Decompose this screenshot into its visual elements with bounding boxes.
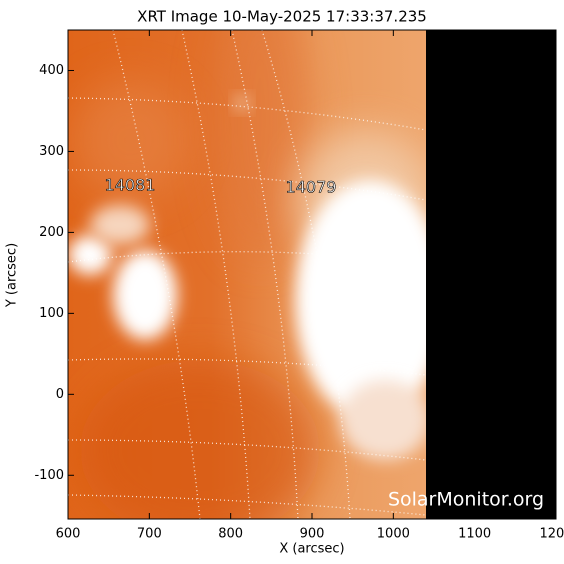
y-tick-label: 400 xyxy=(39,63,64,78)
x-axis-label: X (arcsec) xyxy=(279,542,344,557)
x-tick-label: 1200 xyxy=(539,527,564,542)
y-tick-label: 200 xyxy=(39,225,64,240)
y-tick-label: -100 xyxy=(34,468,64,483)
y-tick-label: 100 xyxy=(39,306,64,321)
x-tick-label: 900 xyxy=(300,527,325,542)
region-label: 14079 xyxy=(286,178,337,197)
x-tick-label: 600 xyxy=(56,527,81,542)
watermark: SolarMonitor.org xyxy=(388,489,544,511)
x-tick-label: 1100 xyxy=(458,527,491,542)
y-tick-label: 300 xyxy=(39,144,64,159)
solar-image xyxy=(68,30,556,519)
chart-title: XRT Image 10-May-2025 17:33:37.235 xyxy=(137,8,427,26)
region-label: 14081 xyxy=(105,176,156,195)
y-tick-label: 0 xyxy=(56,387,64,402)
x-tick-label: 700 xyxy=(137,527,162,542)
y-axis-label: Y (arcsec) xyxy=(5,243,20,308)
x-tick-label: 800 xyxy=(218,527,243,542)
x-tick-label: 1000 xyxy=(377,527,410,542)
